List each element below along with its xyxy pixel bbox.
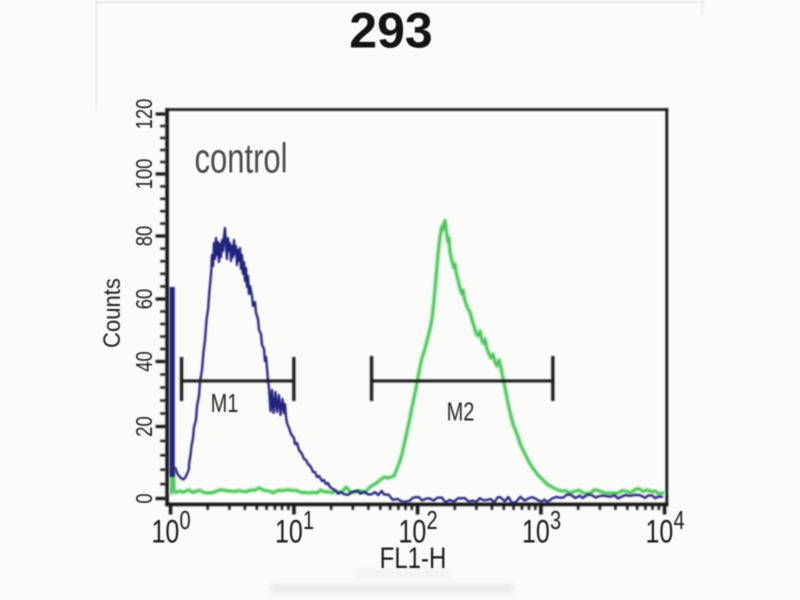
svg-text:Counts: Counts <box>98 278 125 348</box>
svg-text:60: 60 <box>132 289 157 309</box>
svg-text:FL1-H: FL1-H <box>380 540 447 574</box>
svg-text:40: 40 <box>132 351 157 371</box>
svg-text:293: 293 <box>349 3 432 59</box>
svg-text:1: 1 <box>303 505 314 534</box>
svg-text:10: 10 <box>399 514 427 550</box>
svg-text:control: control <box>194 135 287 182</box>
svg-text:10: 10 <box>275 514 303 550</box>
svg-text:10: 10 <box>152 514 180 550</box>
svg-text:80: 80 <box>132 226 157 246</box>
svg-text:120: 120 <box>132 99 157 130</box>
svg-text:10: 10 <box>646 514 674 550</box>
svg-text:0: 0 <box>180 505 191 534</box>
svg-text:0: 0 <box>132 493 157 503</box>
svg-text:M1: M1 <box>211 388 239 417</box>
svg-text:10: 10 <box>522 514 550 550</box>
svg-text:3: 3 <box>550 505 561 534</box>
svg-text:100: 100 <box>132 159 157 190</box>
svg-text:M2: M2 <box>447 397 475 426</box>
svg-text:20: 20 <box>132 416 157 436</box>
svg-text:2: 2 <box>427 505 438 534</box>
svg-text:4: 4 <box>674 505 685 534</box>
